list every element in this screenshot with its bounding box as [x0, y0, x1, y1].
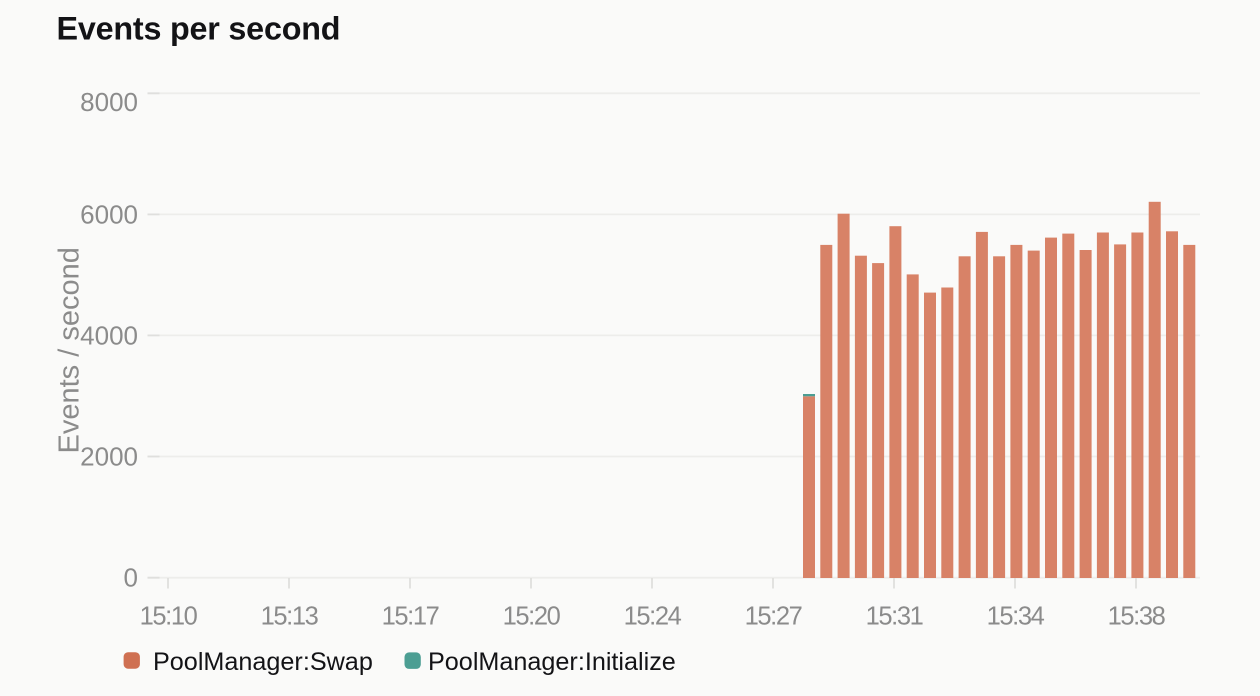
svg-text:0: 0 [124, 562, 138, 592]
svg-text:Events / second: Events / second [54, 247, 86, 453]
svg-text:4000: 4000 [80, 320, 138, 350]
svg-text:15:27: 15:27 [745, 602, 802, 630]
svg-text:8000: 8000 [80, 87, 138, 117]
svg-text:6000: 6000 [80, 199, 138, 229]
svg-text:PoolManager:Initialize: PoolManager:Initialize [428, 648, 676, 676]
svg-text:15:17: 15:17 [382, 602, 439, 630]
svg-text:15:34: 15:34 [987, 602, 1045, 630]
svg-text:15:20: 15:20 [503, 602, 561, 630]
svg-text:15:38: 15:38 [1108, 602, 1166, 630]
svg-text:15:31: 15:31 [866, 602, 923, 630]
svg-text:Events per second: Events per second [57, 11, 341, 47]
svg-text:15:13: 15:13 [261, 602, 319, 630]
svg-text:15:24: 15:24 [624, 602, 682, 630]
svg-text:2000: 2000 [80, 441, 138, 471]
svg-text:PoolManager:Swap: PoolManager:Swap [153, 648, 373, 676]
svg-text:15:10: 15:10 [140, 602, 198, 630]
